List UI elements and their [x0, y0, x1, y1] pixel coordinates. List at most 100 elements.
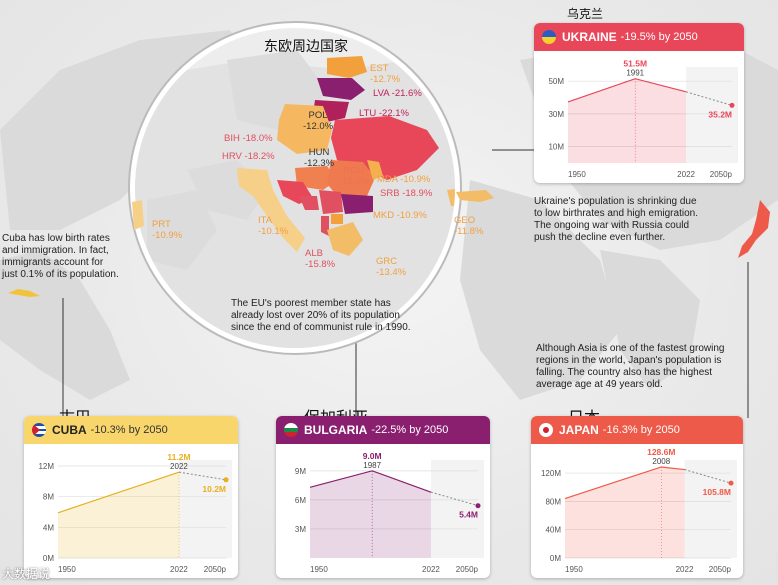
- card-header: UKRAINE -19.5% by 2050: [534, 23, 744, 51]
- y-tick-label: 120M: [541, 469, 561, 478]
- bulgaria-flag-icon: [284, 423, 298, 437]
- label-hun: HUN -12.3%: [304, 147, 335, 169]
- x-tick-label: 2050p: [710, 170, 733, 179]
- peak-value-label: 11.2M: [167, 452, 190, 462]
- peak-value-label: 9.0M: [363, 451, 382, 461]
- estonia-shape: [327, 56, 367, 78]
- x-tick-label: 2050p: [204, 565, 227, 574]
- cuba-flag-icon: [32, 423, 46, 437]
- moldova-shape: [367, 160, 383, 180]
- romania-shape: [327, 160, 375, 198]
- y-tick-label: 10M: [548, 143, 564, 152]
- japan-shape: [738, 200, 770, 258]
- card-change: -16.3% by 2050: [602, 424, 680, 436]
- y-tick-label: 40M: [545, 526, 561, 535]
- card-country: CUBA: [52, 423, 87, 437]
- x-tick-label: 1950: [310, 565, 328, 574]
- cuba-card: CUBA -10.3% by 2050 0M 4M 8M 12M 1950 2022 205…: [24, 416, 238, 578]
- end-value-label: 105.8M: [703, 487, 731, 497]
- label-prt: PRT -10.9%: [152, 219, 183, 241]
- bosnia-shape: [299, 196, 319, 210]
- ukraine-note: Ukraine's population is shrinking due to …: [534, 196, 698, 243]
- label-grc: GRC -13.4%: [376, 256, 407, 278]
- series-line: [309, 470, 432, 493]
- label-geo: GEO -11.8%: [454, 215, 484, 237]
- y-tick-label: 3M: [295, 525, 306, 534]
- end-value-label: 5.4M: [459, 510, 478, 520]
- peak-year-label: 1987: [363, 461, 381, 470]
- peak-year-label: 2008: [652, 457, 670, 466]
- label-ltu: LTU -22.1%: [359, 108, 409, 119]
- italy-shape: [237, 168, 305, 252]
- x-tick-label: 1950: [58, 565, 76, 574]
- card-header: BULGARIA -22.5% by 2050: [276, 416, 490, 444]
- label-mkd: MKD -10.9%: [373, 210, 427, 221]
- end-point: [728, 480, 734, 486]
- y-tick-label: 9M: [295, 467, 306, 476]
- series-area: [310, 470, 431, 558]
- label-ita: ITA -10.1%: [258, 215, 289, 237]
- y-tick-label: 8M: [43, 493, 54, 502]
- end-point: [729, 102, 735, 108]
- projection-region: [178, 460, 232, 558]
- series-area: [58, 472, 179, 558]
- y-tick-label: 6M: [295, 496, 306, 505]
- card-change: -19.5% by 2050: [620, 31, 698, 43]
- watermark: 大数据说: [2, 567, 51, 581]
- x-tick-label: 2050p: [456, 565, 479, 574]
- latvia-shape: [317, 78, 365, 100]
- y-tick-label: 12M: [38, 462, 54, 471]
- europe-zoom-map: [128, 21, 462, 355]
- card-change: -22.5% by 2050: [371, 424, 449, 436]
- card-country: UKRAINE: [562, 30, 617, 44]
- end-point: [475, 503, 481, 509]
- label-rou: ROU -15.5%: [339, 165, 370, 187]
- x-tick-label: 1950: [568, 170, 586, 179]
- x-tick-label: 2022: [677, 170, 695, 179]
- projection-line: [684, 469, 732, 484]
- peak-year-label: 1991: [626, 69, 644, 78]
- card-change: -10.3% by 2050: [90, 424, 168, 436]
- card-country: JAPAN: [559, 423, 599, 437]
- peak-year-label: 2022: [170, 462, 188, 471]
- japan-flag-icon: [539, 423, 553, 437]
- y-tick-label: 0M: [550, 554, 561, 563]
- y-tick-label: 50M: [548, 77, 564, 86]
- label-bih: BIH -18.0%: [224, 133, 273, 144]
- peak-value-label: 128.6M: [647, 447, 675, 457]
- japan-card: JAPAN -16.3% by 2050 0M 40M 80M 120M 1950 202…: [531, 416, 743, 578]
- georgia-shape: [447, 188, 455, 206]
- x-tick-label: 1950: [565, 565, 583, 574]
- macedonia-shape: [331, 214, 343, 224]
- y-tick-label: 80M: [545, 497, 561, 506]
- label-srb: SRB -18.9%: [380, 188, 433, 199]
- card-header: CUBA -10.3% by 2050: [24, 416, 238, 444]
- label-lva: LVA -21.6%: [373, 88, 422, 99]
- greece-shape: [327, 222, 363, 256]
- ukraine-zh-label: 乌克兰: [567, 7, 604, 21]
- hungary-shape: [295, 166, 337, 190]
- japan-note: Although Asia is one of the fastest grow…: [536, 343, 725, 390]
- projection-line: [430, 491, 479, 507]
- label-hrv: HRV -18.2%: [222, 151, 275, 162]
- label-mda: MDA -10.9%: [377, 174, 431, 185]
- series-line: [57, 471, 180, 514]
- peak-value-label: 51.5M: [623, 59, 647, 69]
- series-area: [565, 466, 685, 558]
- portugal-shape: [132, 200, 144, 230]
- x-tick-label: 2050p: [709, 565, 732, 574]
- x-tick-label: 2022: [170, 565, 188, 574]
- projection-region: [684, 460, 737, 558]
- albania-shape: [321, 216, 329, 236]
- poland-shape: [277, 104, 332, 154]
- y-tick-label: 30M: [548, 110, 564, 119]
- bulgaria-note: The EU's poorest member state has already…: [231, 298, 411, 333]
- y-tick-label: 4M: [43, 523, 54, 532]
- ukraine-flag-icon: [542, 30, 556, 44]
- georgia-shape-out: [456, 190, 494, 202]
- cuba-note: Cuba has low birth rates and immigration.…: [2, 233, 119, 280]
